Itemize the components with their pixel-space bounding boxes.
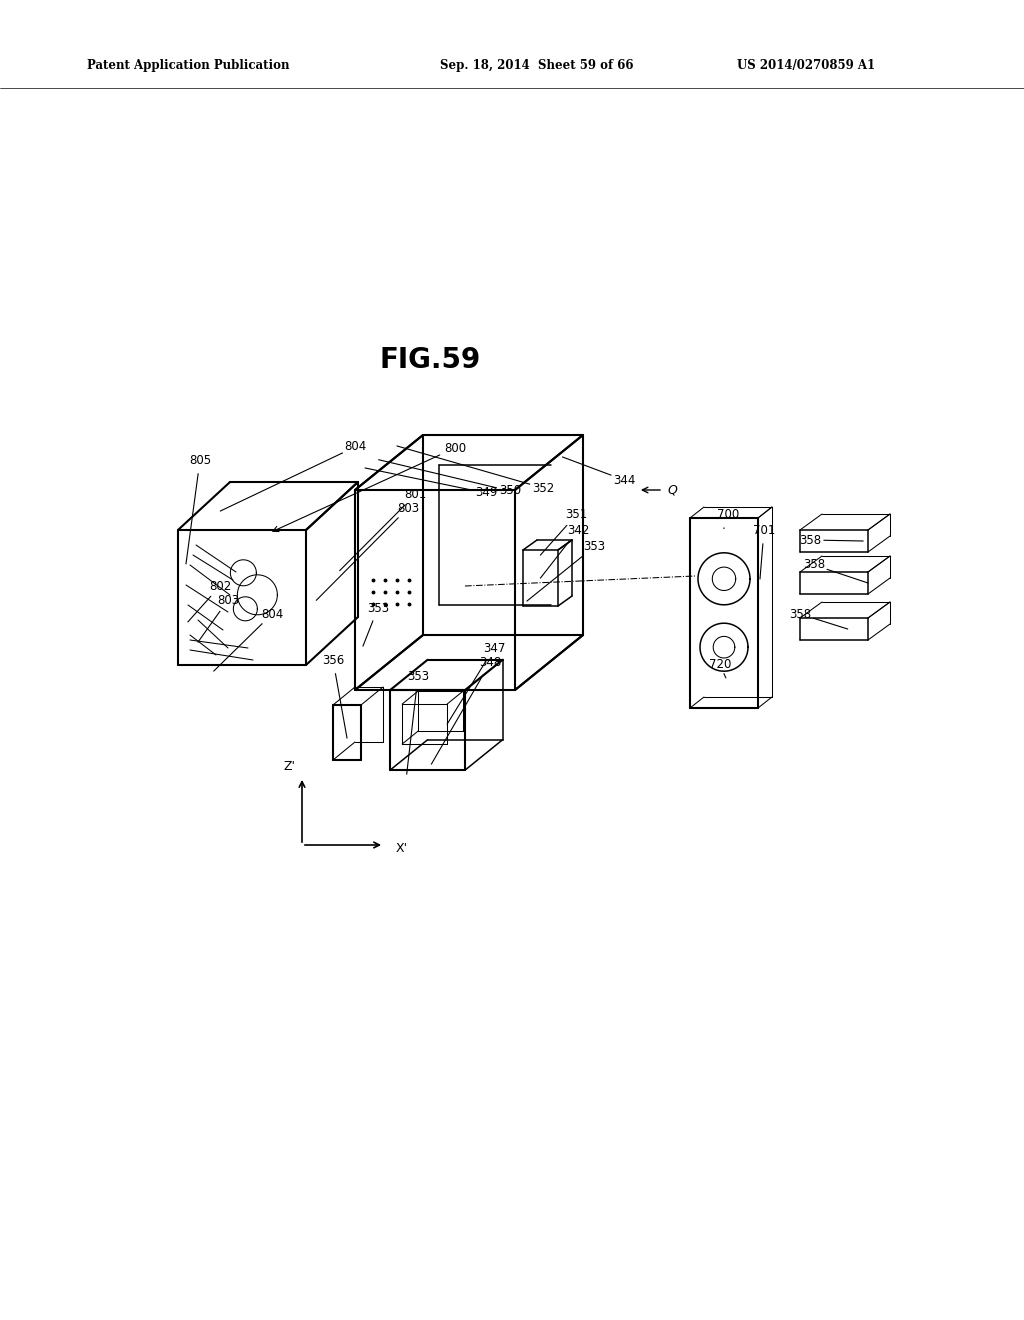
Text: 353: 353 <box>583 540 605 553</box>
Text: 358: 358 <box>788 607 811 620</box>
Text: 720: 720 <box>709 659 731 672</box>
Text: 700: 700 <box>717 508 739 521</box>
Text: 347: 347 <box>482 642 505 655</box>
Text: 352: 352 <box>531 482 554 495</box>
Text: 803: 803 <box>397 502 419 515</box>
Text: 805: 805 <box>189 454 211 466</box>
Text: 800: 800 <box>444 441 466 454</box>
Text: 351: 351 <box>565 508 587 521</box>
Text: 358: 358 <box>799 533 821 546</box>
Text: Sep. 18, 2014  Sheet 59 of 66: Sep. 18, 2014 Sheet 59 of 66 <box>440 58 634 71</box>
Text: 803: 803 <box>217 594 239 606</box>
Text: 344: 344 <box>612 474 635 487</box>
Text: 804: 804 <box>344 441 367 454</box>
Text: Patent Application Publication: Patent Application Publication <box>87 58 290 71</box>
Text: Q: Q <box>667 483 677 496</box>
Text: US 2014/0270859 A1: US 2014/0270859 A1 <box>737 58 876 71</box>
Text: 801: 801 <box>403 488 426 502</box>
Text: 342: 342 <box>567 524 589 536</box>
Text: 701: 701 <box>753 524 775 536</box>
Text: 350: 350 <box>499 484 521 498</box>
Text: 353: 353 <box>367 602 389 615</box>
Text: X': X' <box>396 842 409 855</box>
Text: 353: 353 <box>407 669 429 682</box>
Text: 802: 802 <box>209 579 231 593</box>
Text: Z': Z' <box>284 760 296 774</box>
Text: FIG.59: FIG.59 <box>379 346 480 374</box>
Text: 804: 804 <box>261 607 283 620</box>
Text: 358: 358 <box>803 558 825 572</box>
Text: 348: 348 <box>479 656 501 669</box>
Text: 349: 349 <box>475 487 498 499</box>
Text: 356: 356 <box>322 653 344 667</box>
